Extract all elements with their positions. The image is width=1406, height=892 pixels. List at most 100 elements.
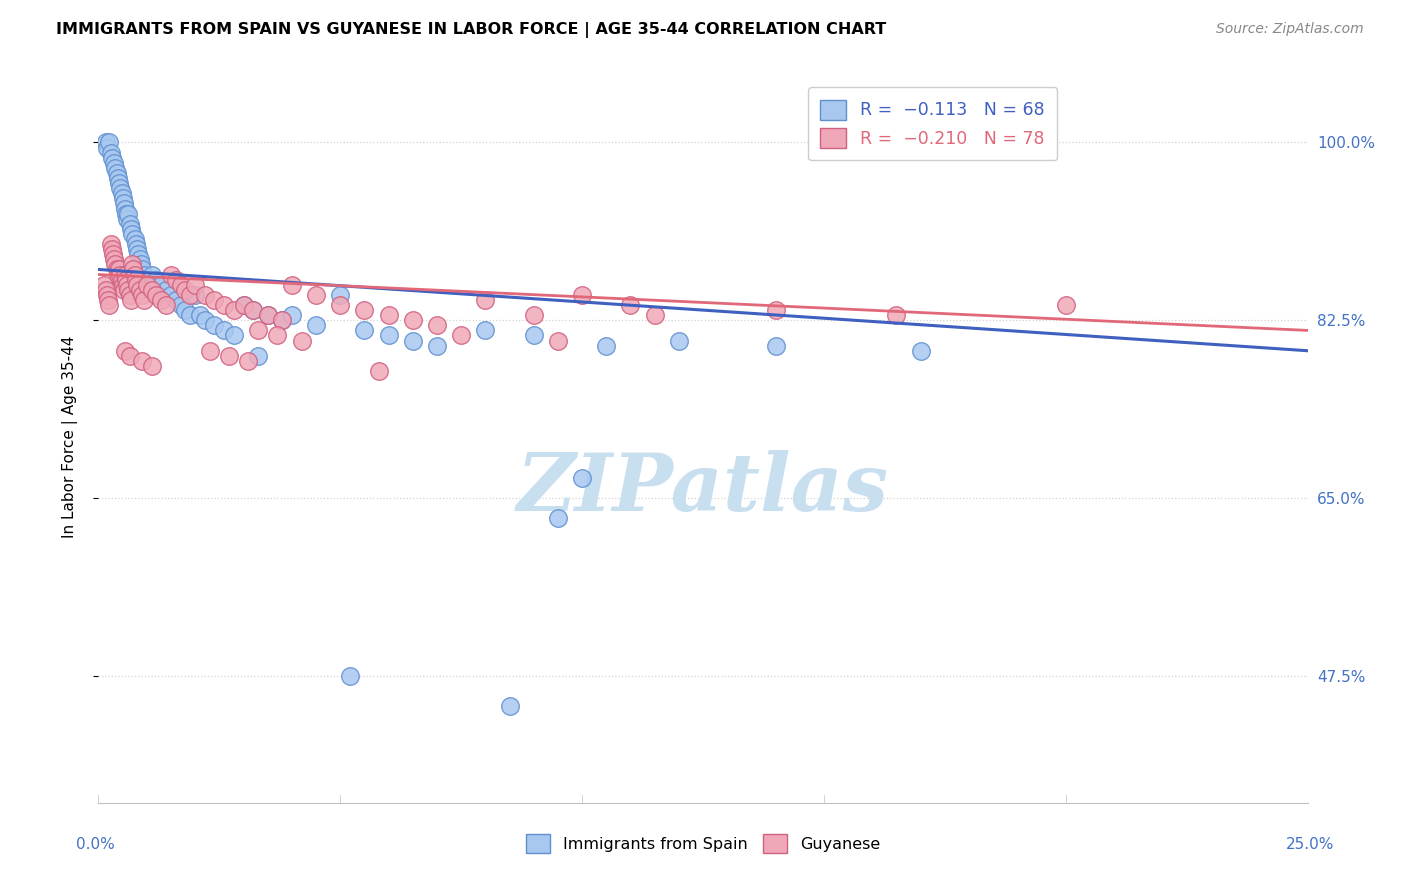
Point: [118, 349, 141, 363]
Point: [571, 471, 593, 485]
Point: [117, 206, 139, 220]
Point: [127, 247, 149, 261]
Point: [121, 227, 143, 241]
Point: [595, 339, 617, 353]
Point: [329, 298, 352, 312]
Point: [353, 303, 375, 318]
Point: [131, 354, 153, 368]
Point: [155, 298, 177, 312]
Point: [108, 181, 131, 195]
Point: [134, 293, 156, 307]
Point: [111, 272, 134, 286]
Point: [402, 334, 425, 348]
Point: [101, 247, 124, 261]
Point: [329, 288, 352, 302]
Point: [107, 176, 129, 190]
Point: [247, 349, 270, 363]
Point: [155, 283, 177, 297]
Point: [100, 237, 122, 252]
Text: Source: ZipAtlas.com: Source: ZipAtlas.com: [1216, 22, 1364, 37]
Point: [353, 323, 375, 337]
Y-axis label: In Labor Force | Age 35-44: In Labor Force | Age 35-44: [62, 336, 77, 538]
Point: [179, 288, 201, 302]
Point: [523, 328, 546, 343]
Point: [98, 298, 121, 312]
Point: [222, 303, 245, 318]
Point: [1054, 298, 1077, 312]
Point: [120, 293, 142, 307]
Point: [125, 272, 148, 286]
Point: [124, 232, 146, 246]
Point: [165, 272, 187, 286]
Point: [105, 166, 128, 180]
Point: [117, 283, 139, 297]
Point: [112, 283, 135, 297]
Point: [141, 268, 163, 282]
Point: [103, 155, 125, 169]
Point: [117, 277, 139, 292]
Point: [134, 268, 156, 282]
Point: [131, 288, 153, 302]
Point: [194, 288, 217, 302]
Point: [174, 283, 197, 297]
Point: [765, 303, 787, 318]
Point: [474, 323, 496, 337]
Point: [107, 268, 129, 282]
Point: [238, 354, 260, 368]
Point: [105, 262, 128, 277]
Text: 0.0%: 0.0%: [76, 837, 115, 852]
Point: [242, 303, 264, 318]
Point: [910, 343, 932, 358]
Point: [169, 277, 191, 292]
Point: [402, 313, 425, 327]
Point: [256, 308, 278, 322]
Point: [127, 277, 149, 292]
Point: [498, 699, 520, 714]
Point: [114, 343, 136, 358]
Point: [118, 217, 141, 231]
Point: [125, 237, 148, 252]
Point: [141, 359, 163, 373]
Point: [111, 186, 134, 201]
Point: [281, 277, 304, 292]
Point: [111, 277, 134, 292]
Point: [121, 257, 143, 271]
Point: [101, 242, 124, 256]
Point: [474, 293, 496, 307]
Point: [339, 669, 361, 683]
Point: [96, 288, 118, 302]
Point: [145, 272, 167, 286]
Point: [281, 308, 304, 322]
Point: [104, 257, 127, 271]
Point: [886, 308, 908, 322]
Point: [103, 252, 125, 267]
Point: [118, 288, 141, 302]
Point: [547, 511, 569, 525]
Point: [108, 268, 131, 282]
Point: [184, 288, 207, 302]
Point: [169, 298, 191, 312]
Point: [165, 293, 187, 307]
Point: [107, 262, 129, 277]
Point: [232, 298, 254, 312]
Point: [218, 349, 240, 363]
Point: [547, 334, 569, 348]
Point: [160, 268, 183, 282]
Point: [204, 293, 226, 307]
Point: [212, 298, 235, 312]
Point: [668, 334, 690, 348]
Point: [120, 222, 142, 236]
Point: [271, 313, 294, 327]
Text: ZIPatlas: ZIPatlas: [517, 450, 889, 527]
Point: [619, 298, 641, 312]
Point: [117, 211, 139, 226]
Point: [124, 268, 146, 282]
Point: [232, 298, 254, 312]
Point: [127, 242, 149, 256]
Point: [104, 161, 127, 175]
Point: [129, 257, 152, 271]
Text: IMMIGRANTS FROM SPAIN VS GUYANESE IN LABOR FORCE | AGE 35-44 CORRELATION CHART: IMMIGRANTS FROM SPAIN VS GUYANESE IN LAB…: [56, 22, 887, 38]
Point: [426, 318, 449, 333]
Point: [198, 343, 221, 358]
Point: [100, 145, 122, 160]
